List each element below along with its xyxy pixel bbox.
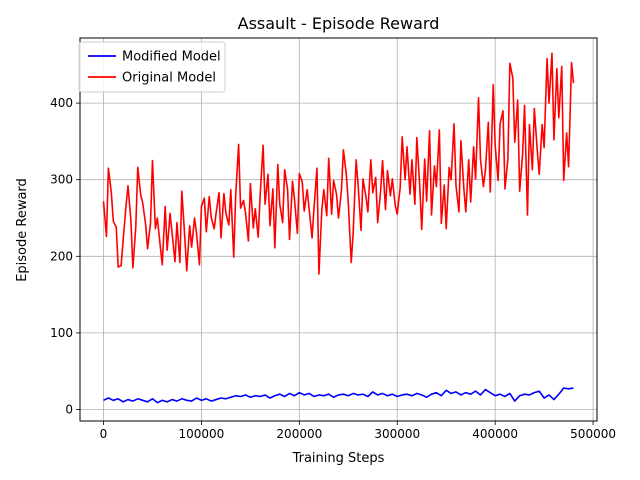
legend-label: Modified Model xyxy=(122,50,221,65)
x-tick-label: 400000 xyxy=(472,427,518,441)
x-tick-label: 500000 xyxy=(570,427,616,441)
legend-box xyxy=(78,41,226,93)
legend-label: Original Model xyxy=(122,71,216,86)
y-tick-label: 300 xyxy=(50,173,73,187)
y-tick-label: 100 xyxy=(50,326,73,340)
plot-series xyxy=(102,52,575,404)
legend: Modified Model Original Model xyxy=(78,41,226,93)
chart-title: Assault - Episode Reward xyxy=(238,14,440,33)
y-tick-label: 400 xyxy=(50,96,73,110)
x-tick-label: 100000 xyxy=(179,427,225,441)
series-line-original-model xyxy=(102,52,575,275)
y-axis-label: Episode Reward xyxy=(15,178,30,282)
x-tick-label: 200000 xyxy=(276,427,322,441)
x-tick-label: 300000 xyxy=(374,427,420,441)
x-tick-label: 0 xyxy=(100,427,108,441)
series-line-modified-model xyxy=(103,387,574,404)
y-tick-label: 0 xyxy=(65,403,73,417)
plot-frame xyxy=(79,37,598,422)
x-axis-label: Training Steps xyxy=(292,451,385,466)
y-tick-label: 200 xyxy=(50,249,73,263)
axis-ticks: 0 100000 200000 300000 400000 500000 0 100 200 30… xyxy=(50,96,616,441)
